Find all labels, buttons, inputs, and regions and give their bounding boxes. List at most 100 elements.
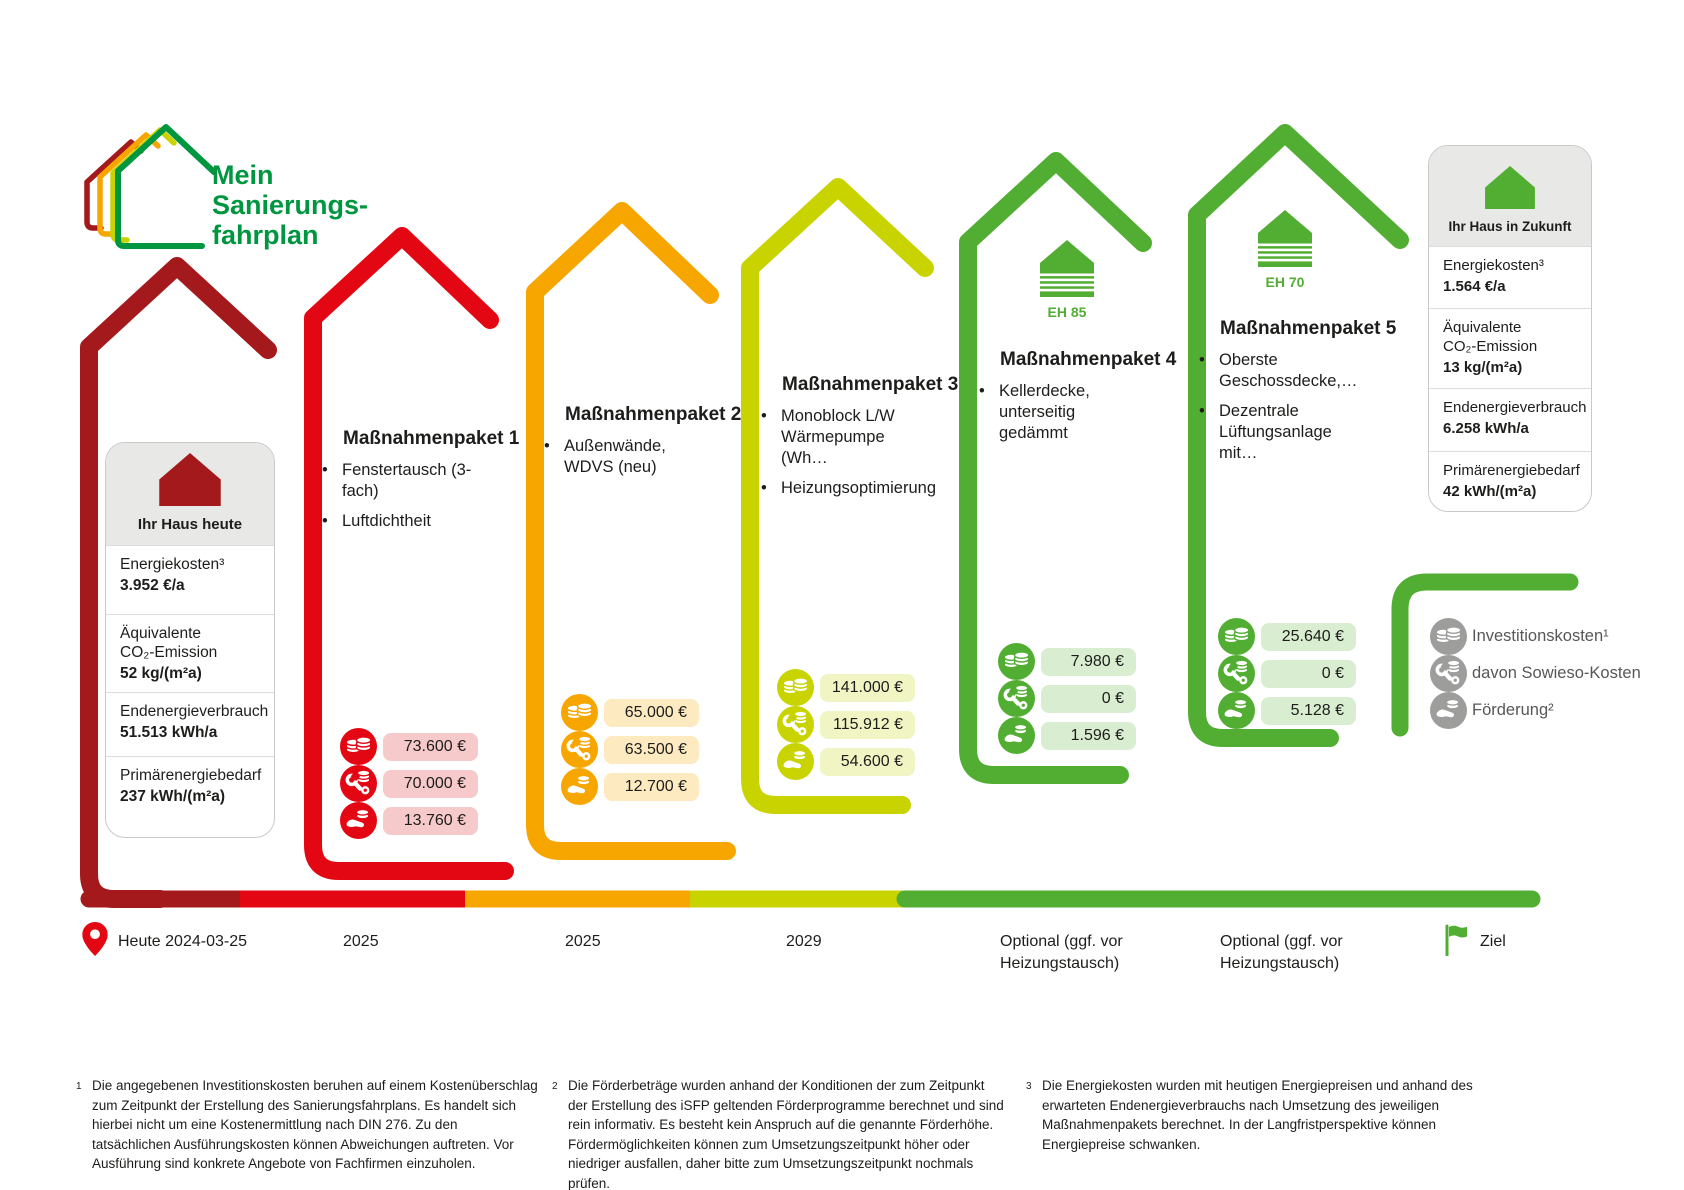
bullet-item: • Fenstertausch (3-fach)	[322, 460, 484, 502]
wrench-coins-icon	[340, 765, 377, 802]
eh85-badge: EH 85	[1040, 240, 1094, 320]
eh70-badge: EH 70	[1258, 210, 1312, 290]
coins-icon	[1430, 618, 1467, 655]
stat-label: Endenergieverbrauch	[1443, 398, 1587, 416]
stat-row-co2: Äquivalente CO₂-Emission 52 kg/(m²a)	[106, 614, 274, 692]
timeline-label-optional-a: Optional (ggf. vor Heizungstausch)	[1000, 933, 1123, 972]
eh85-label: EH 85	[1047, 304, 1087, 320]
sowieso-cost-pill: 70.000 €	[383, 770, 478, 798]
efficiency-house-icon	[1258, 210, 1312, 267]
stat-label: Energiekosten³	[1443, 257, 1544, 275]
sowieso-cost-pill: 63.500 €	[604, 736, 699, 764]
stat-value: 237 kWh/(m²a)	[120, 788, 226, 806]
bullet-text: Fenstertausch (3-fach)	[342, 461, 472, 500]
house-outline-package-4	[959, 152, 1152, 784]
legend-investitionskosten: Investitionskosten¹	[1472, 627, 1609, 645]
bullet-dot: •	[322, 461, 328, 479]
stat-row-energiekosten: Energiekosten³ 1.564 €/a	[1429, 246, 1591, 308]
stat-label: Primärenergiebedarf	[1443, 462, 1580, 480]
house-outline-package-5	[1188, 124, 1409, 747]
package-3-title: Maßnahmenpaket 3	[782, 374, 959, 395]
investment-cost-pill: 25.640 €	[1261, 623, 1356, 651]
bullet-item: • Außenwände, WDVS (neu)	[544, 436, 716, 478]
wrench-coins-icon	[777, 706, 814, 743]
coins-icon	[561, 694, 598, 731]
wrench-coins-icon	[998, 680, 1035, 717]
stat-row-primaerenergie: Primärenergiebedarf 42 kWh/(m²a)	[1429, 451, 1591, 511]
legend-sowieso-kosten: davon Sowieso-Kosten	[1472, 664, 1641, 682]
logo-line: Sanierungs-	[212, 190, 369, 220]
stat-row-co2: Äquivalente CO₂-Emission 13 kg/(m²a)	[1429, 308, 1591, 388]
hand-coins-icon	[561, 768, 598, 805]
timeline-label-2029: 2029	[786, 933, 822, 950]
house-today-header: Ihr Haus heute	[106, 443, 274, 546]
sowieso-cost-pill: 115.912 €	[820, 711, 915, 739]
stat-value: 3.952 €/a	[120, 577, 185, 595]
funding-pill: 13.760 €	[383, 807, 478, 835]
bullet-dot: •	[1199, 402, 1205, 420]
stat-row-endenergie: Endenergieverbrauch 51.513 kWh/a	[106, 691, 274, 757]
investment-cost-pill: 73.600 €	[383, 733, 478, 761]
footnote-marker: 1	[76, 1081, 82, 1092]
goal-flag-icon	[1443, 924, 1471, 956]
timeline-label-optional-b: Optional (ggf. vor Heizungstausch)	[1220, 933, 1343, 972]
house-future-header: Ihr Haus in Zukunft	[1429, 146, 1591, 247]
bullet-item: • Luftdichtheit	[322, 511, 484, 532]
package-5-title: Maßnahmenpaket 5	[1220, 318, 1397, 339]
bullet-dot: •	[761, 407, 767, 425]
stat-value: 13 kg/(m²a)	[1443, 359, 1523, 377]
wrench-coins-icon	[1218, 655, 1255, 692]
stat-label: Äquivalente CO₂-Emission	[1443, 319, 1538, 356]
stat-value: 51.513 kWh/a	[120, 723, 218, 741]
logo-line: Mein	[212, 160, 274, 190]
bullet-item: • Monoblock L/W Wärmepumpe (Wh…	[761, 406, 919, 469]
wrench-coins-icon	[1430, 655, 1467, 692]
timeline-label-today: Heute 2024-03-25	[118, 933, 247, 950]
bullet-text: Luftdichtheit	[342, 512, 431, 530]
footnote-marker: 3	[1026, 1081, 1032, 1092]
red-house-icon	[159, 453, 221, 506]
footnote-3: 3 Die Energiekosten wurden mit heutigen …	[1026, 1076, 1488, 1154]
stat-value: 6.258 kWh/a	[1443, 419, 1529, 437]
house-today-card: Ihr Haus heute Energiekosten³ 3.952 €/a …	[105, 442, 275, 838]
sowieso-cost-pill: 0 €	[1041, 685, 1136, 713]
investment-cost-pill: 7.980 €	[1041, 648, 1136, 676]
hand-coins-icon	[777, 743, 814, 780]
stat-value: 52 kg/(m²a)	[120, 665, 202, 683]
coins-icon	[1218, 618, 1255, 655]
bullet-dot: •	[1199, 351, 1205, 369]
hand-coins-icon	[998, 717, 1035, 754]
footnote-text: Die Energiekosten wurden mit heutigen En…	[1042, 1078, 1473, 1152]
package-4-bullets: • Kellerdecke, unterseitig gedämmt	[979, 381, 1147, 444]
bullet-item: • Heizungsoptimierung	[761, 478, 936, 499]
timeline-label-goal: Ziel	[1480, 933, 1506, 950]
house-today-label: Ihr Haus heute	[137, 516, 243, 534]
bullet-dot: •	[544, 437, 550, 455]
package-1-bullets: • Fenstertausch (3-fach) • Luftdichtheit	[322, 460, 484, 532]
bullet-text: Dezentrale Lüftungsanlage mit…	[1219, 402, 1332, 462]
bullet-item: • Oberste Geschossdecke,…	[1199, 350, 1374, 392]
stat-label: Energiekosten³	[120, 556, 225, 574]
package-2-title: Maßnahmenpaket 2	[565, 404, 742, 425]
bullet-text: Kellerdecke, unterseitig gedämmt	[999, 382, 1090, 442]
bullet-item: • Dezentrale Lüftungsanlage mit…	[1199, 401, 1374, 464]
logo-line: fahrplan	[212, 220, 319, 250]
bullet-item: • Kellerdecke, unterseitig gedämmt	[979, 381, 1147, 444]
bullet-dot: •	[979, 382, 985, 400]
footnote-marker: 2	[552, 1081, 558, 1092]
eh70-label: EH 70	[1265, 274, 1305, 290]
bullet-text: Monoblock L/W Wärmepumpe (Wh…	[781, 407, 895, 467]
stat-value: 1.564 €/a	[1443, 278, 1506, 296]
stat-label: Endenergieverbrauch	[120, 702, 269, 720]
coins-icon	[998, 643, 1035, 680]
stat-label: Äquivalente CO₂-Emission	[120, 625, 218, 662]
stat-value: 42 kWh/(m²a)	[1443, 483, 1537, 501]
wrench-coins-icon	[561, 731, 598, 768]
investment-cost-pill: 65.000 €	[604, 699, 699, 727]
house-outline-package-2	[526, 202, 736, 860]
stat-row-energiekosten: Energiekosten³ 3.952 €/a	[106, 545, 274, 614]
stat-row-endenergie: Endenergieverbrauch 6.258 kWh/a	[1429, 387, 1591, 452]
timeline-label-2025-a: 2025	[343, 933, 379, 950]
